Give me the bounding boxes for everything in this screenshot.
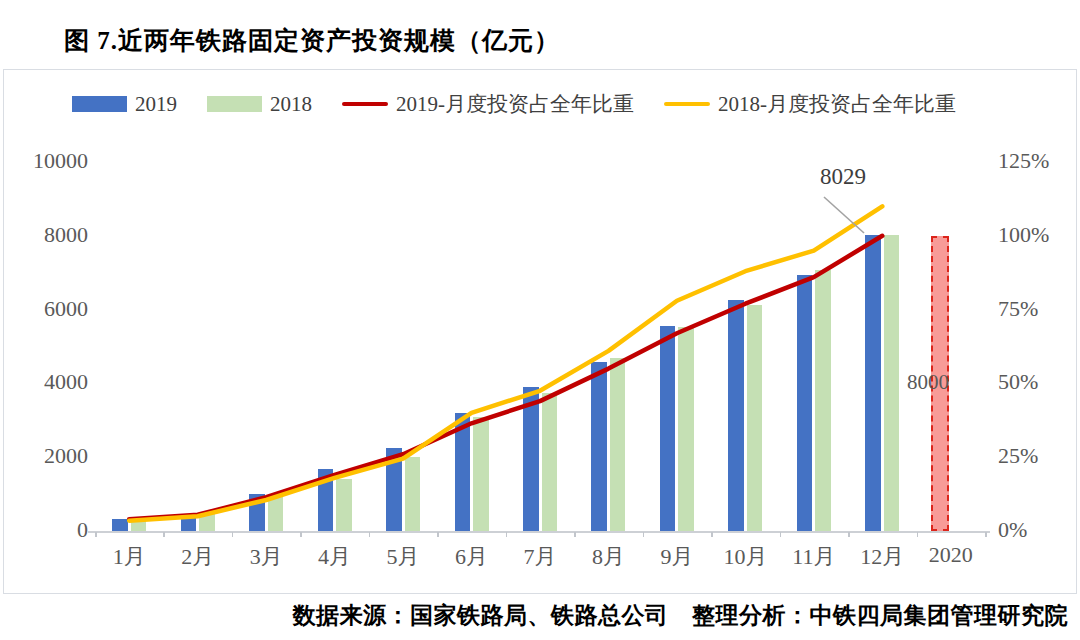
legend-swatch-2019 xyxy=(72,96,127,112)
bar-2019-4月 xyxy=(318,469,334,531)
right-axis-tick-75%: 75% xyxy=(998,297,1068,321)
x-axis-tickmark xyxy=(369,532,371,537)
bar-2018-3月 xyxy=(268,497,284,531)
x-axis-tickmark xyxy=(95,532,97,537)
bar-2019-5月 xyxy=(386,448,402,531)
bar-2019-7月 xyxy=(523,387,539,531)
x-axis-tickmark xyxy=(232,532,234,537)
bar-2019-11月 xyxy=(797,275,813,531)
right-axis-tick-25%: 25% xyxy=(998,444,1068,468)
legend-label-2018-line: 2018-月度投资占全年比重 xyxy=(718,90,956,118)
legend-item-2019: 2019 xyxy=(72,92,177,117)
legend-swatch-2018 xyxy=(207,96,262,112)
chart-title: 图 7.近两年铁路固定资产投资规模（亿元） xyxy=(64,24,560,57)
legend-swatch-2018-line xyxy=(664,102,710,106)
bar-2018-6月 xyxy=(473,417,489,531)
x-axis-tickmark xyxy=(711,532,713,537)
source-note: 数据来源：国家铁路局、铁路总公司 整理分析：中铁四局集团管理研究院 xyxy=(293,600,1069,631)
bar-2019-2月 xyxy=(181,514,197,531)
bar-2019-9月 xyxy=(660,326,676,531)
left-axis-tick-0: 0 xyxy=(18,518,88,542)
legend-label-2019-line: 2019-月度投资占全年比重 xyxy=(396,90,634,118)
right-axis-tick-50%: 50% xyxy=(998,370,1068,394)
bar-2018-10月 xyxy=(747,305,763,531)
x-axis-tickmark xyxy=(506,532,508,537)
x-axis-label-2020: 2020 xyxy=(906,542,996,568)
left-axis-tick-10000: 10000 xyxy=(18,149,88,173)
right-axis-tick-0%: 0% xyxy=(998,518,1068,542)
right-axis-tick-125%: 125% xyxy=(998,149,1068,173)
x-axis-tickmark xyxy=(163,532,165,537)
x-axis-tickmark xyxy=(917,532,919,537)
left-axis-tick-2000: 2000 xyxy=(18,444,88,468)
bar-2018-11月 xyxy=(815,270,831,531)
legend-item-2018-line: 2018-月度投资占全年比重 xyxy=(664,90,956,118)
left-axis-tick-4000: 4000 xyxy=(18,370,88,394)
right-axis-tick-100%: 100% xyxy=(998,223,1068,247)
x-axis-line xyxy=(88,531,990,533)
bar-2018-9月 xyxy=(678,327,694,531)
left-axis-tick-8000: 8000 xyxy=(18,223,88,247)
bar-2018-8月 xyxy=(610,358,626,531)
chart-page: 图 7.近两年铁路固定资产投资规模（亿元） 2019 2018 2019-月度投… xyxy=(0,0,1080,640)
bar-2019-8月 xyxy=(591,362,607,531)
bar-2018-5月 xyxy=(405,457,421,531)
bar-2019-3月 xyxy=(249,494,265,531)
bar-2019-6月 xyxy=(455,413,471,531)
x-axis-tickmark xyxy=(300,532,302,537)
bar-2019-10月 xyxy=(728,300,744,531)
left-axis-tick-6000: 6000 xyxy=(18,297,88,321)
x-axis-tickmark xyxy=(985,532,987,537)
bar-2018-7月 xyxy=(542,393,558,531)
legend-label-2018: 2018 xyxy=(270,92,312,117)
annotation-plan-value: 8000 xyxy=(897,370,959,395)
annotation-peak-value: 8029 xyxy=(800,164,886,190)
x-axis-tickmark xyxy=(643,532,645,537)
x-axis-tickmark xyxy=(437,532,439,537)
legend-item-2018: 2018 xyxy=(207,92,312,117)
legend-swatch-2019-line xyxy=(342,102,388,106)
x-axis-tickmark xyxy=(780,532,782,537)
bar-2018-4月 xyxy=(336,479,352,531)
legend-label-2019: 2019 xyxy=(135,92,177,117)
legend-item-2019-line: 2019-月度投资占全年比重 xyxy=(342,90,634,118)
bar-2018-1月 xyxy=(131,521,147,531)
x-axis-tickmark xyxy=(848,532,850,537)
x-axis-tickmark xyxy=(574,532,576,537)
plot-area xyxy=(95,162,985,531)
bar-2019-12月 xyxy=(865,235,881,531)
legend: 2019 2018 2019-月度投资占全年比重 2018-月度投资占全年比重 xyxy=(72,90,972,118)
bar-2018-2月 xyxy=(199,513,215,531)
bar-2019-1月 xyxy=(112,519,128,531)
